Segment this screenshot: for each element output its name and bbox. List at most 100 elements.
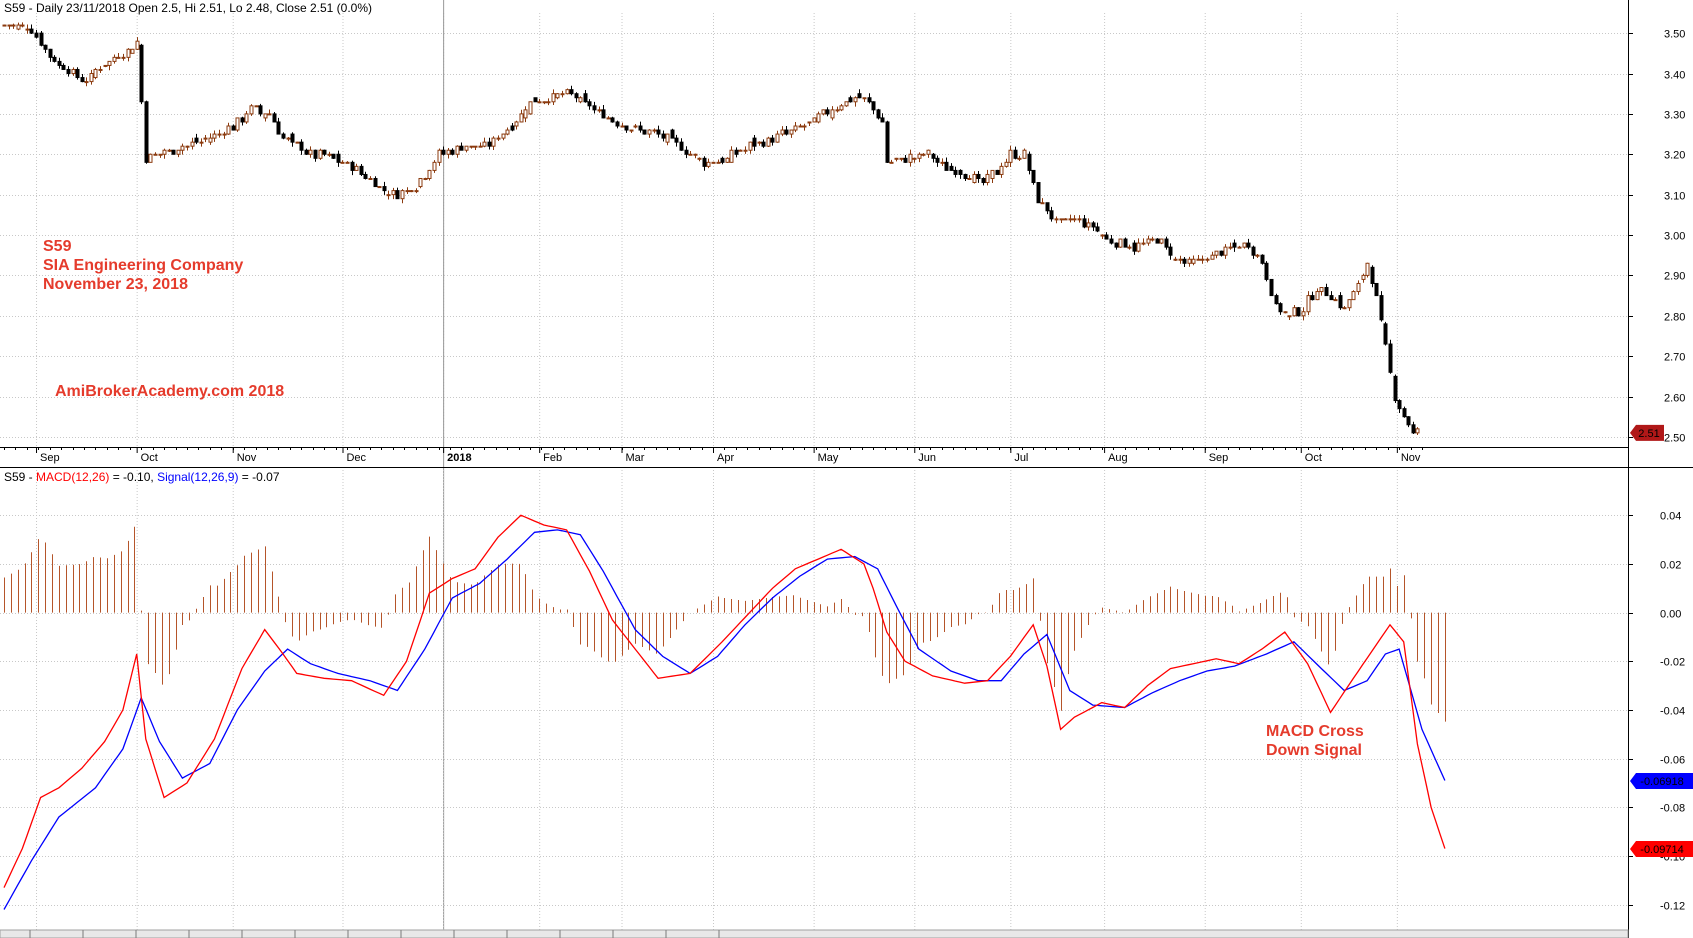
- candle-body: [1333, 299, 1338, 302]
- price-grid: [0, 0, 1628, 930]
- candle-body: [1004, 161, 1009, 167]
- candle-body: [674, 137, 679, 143]
- candle-body: [1278, 303, 1283, 313]
- candle-body: [1315, 291, 1320, 301]
- candle-body: [1049, 210, 1054, 220]
- candle-body: [382, 186, 387, 192]
- candle-body: [446, 149, 451, 155]
- candle-body: [1187, 258, 1192, 264]
- macd-y-tick-label: -0.12: [1660, 901, 1685, 913]
- candle-body: [917, 153, 922, 159]
- candle-body: [1210, 254, 1215, 260]
- candle-body: [1068, 218, 1073, 221]
- price-x-tick-label: Mar: [626, 452, 645, 464]
- candle-body: [66, 68, 71, 75]
- candle-body: [135, 40, 140, 50]
- candle-body: [39, 32, 44, 46]
- candle-body: [976, 173, 981, 179]
- macd-last-label: -0.09714: [1630, 840, 1693, 857]
- candle-body: [400, 190, 405, 200]
- candle-body: [496, 137, 501, 140]
- candle-body: [84, 81, 89, 84]
- candle-body: [1411, 424, 1416, 434]
- candle-body: [299, 141, 304, 151]
- bottom-scroll-strip[interactable]: [0, 929, 1629, 938]
- candle-body: [565, 89, 570, 95]
- candle-body: [98, 68, 103, 71]
- candle-body: [48, 48, 53, 58]
- candle-body: [574, 93, 579, 99]
- macd-header-prefix: S59 -: [4, 470, 36, 484]
- signal-line: [3, 529, 1446, 910]
- macd-y-tick-label: -0.02: [1660, 657, 1685, 669]
- candle-body: [752, 137, 757, 147]
- price-y-axis: 2.50 2.60 2.70 2.80 2.90 3.00 3.10 3.20 3.30 3.40…: [1628, 29, 1685, 445]
- candle-body: [1205, 258, 1210, 261]
- candle-body: [1388, 343, 1393, 373]
- candle-body: [1164, 238, 1169, 248]
- candle-body: [43, 44, 48, 50]
- candle-body: [894, 157, 899, 160]
- candle-body: [1283, 311, 1288, 314]
- candle-body: [1306, 295, 1311, 313]
- candle-body: [935, 157, 940, 163]
- candle-body: [1191, 258, 1196, 264]
- candle-body: [158, 153, 163, 156]
- candle-body: [7, 24, 12, 27]
- candle-body: [949, 165, 954, 171]
- candle-body: [537, 101, 542, 104]
- candle-body: [684, 149, 689, 155]
- candle-body: [848, 97, 853, 103]
- candle-body: [414, 190, 419, 193]
- macd-y-tick-label: 0.00: [1660, 609, 1681, 621]
- candle-body: [1155, 238, 1160, 244]
- candle-body: [240, 117, 245, 123]
- candle-body: [569, 89, 574, 95]
- price-y-tick-label: 2.80: [1664, 312, 1685, 324]
- candle-body: [999, 165, 1004, 175]
- candle-body: [647, 129, 652, 135]
- candle-body: [972, 173, 977, 184]
- scroll-track: [0, 929, 1629, 938]
- candle-body: [126, 48, 131, 58]
- candle-body: [638, 125, 643, 131]
- candle-body: [1379, 295, 1384, 321]
- candle-body: [34, 32, 39, 38]
- signal-last-label: -0.06918: [1630, 772, 1693, 789]
- candle-body: [89, 73, 94, 83]
- candle-body: [1109, 238, 1114, 244]
- candle-body: [1301, 311, 1306, 317]
- candle-body: [1342, 307, 1347, 310]
- candle-body: [670, 129, 675, 139]
- price-x-tick-label: Aug: [1108, 452, 1128, 464]
- candle-body: [1319, 287, 1324, 293]
- last-price-value: 2.51: [1638, 428, 1659, 440]
- candle-body: [926, 149, 931, 155]
- candle-body: [185, 145, 190, 148]
- candle-body: [1146, 238, 1151, 244]
- candle-body: [1365, 262, 1370, 276]
- candle-body: [350, 161, 355, 171]
- candle-body: [1008, 149, 1013, 163]
- candle-body: [615, 121, 620, 127]
- price-x-tick-label: Jul: [1014, 452, 1028, 464]
- macd-y-axis: -0.12-0.10-0.08-0.06-0.04-0.020.000.020.…: [1628, 511, 1685, 913]
- candle-body: [1329, 295, 1334, 301]
- candle-body: [857, 93, 862, 99]
- price-x-tick-label: 2018: [447, 452, 471, 464]
- candle-body: [432, 161, 437, 171]
- price-x-tick-label: May: [818, 452, 839, 464]
- candle-body: [235, 117, 240, 131]
- price-x-tick-label: Jun: [918, 452, 936, 464]
- candle-body: [1242, 242, 1247, 248]
- candle-body: [716, 161, 721, 164]
- candle-body: [1054, 218, 1059, 221]
- candle-body: [967, 177, 972, 180]
- candle-body: [1361, 274, 1366, 280]
- macd-last-value: -0.09714: [1640, 844, 1683, 856]
- candle-body: [1123, 238, 1128, 248]
- candle-body: [633, 125, 638, 128]
- candle-body: [903, 157, 908, 163]
- candle-body: [190, 141, 195, 147]
